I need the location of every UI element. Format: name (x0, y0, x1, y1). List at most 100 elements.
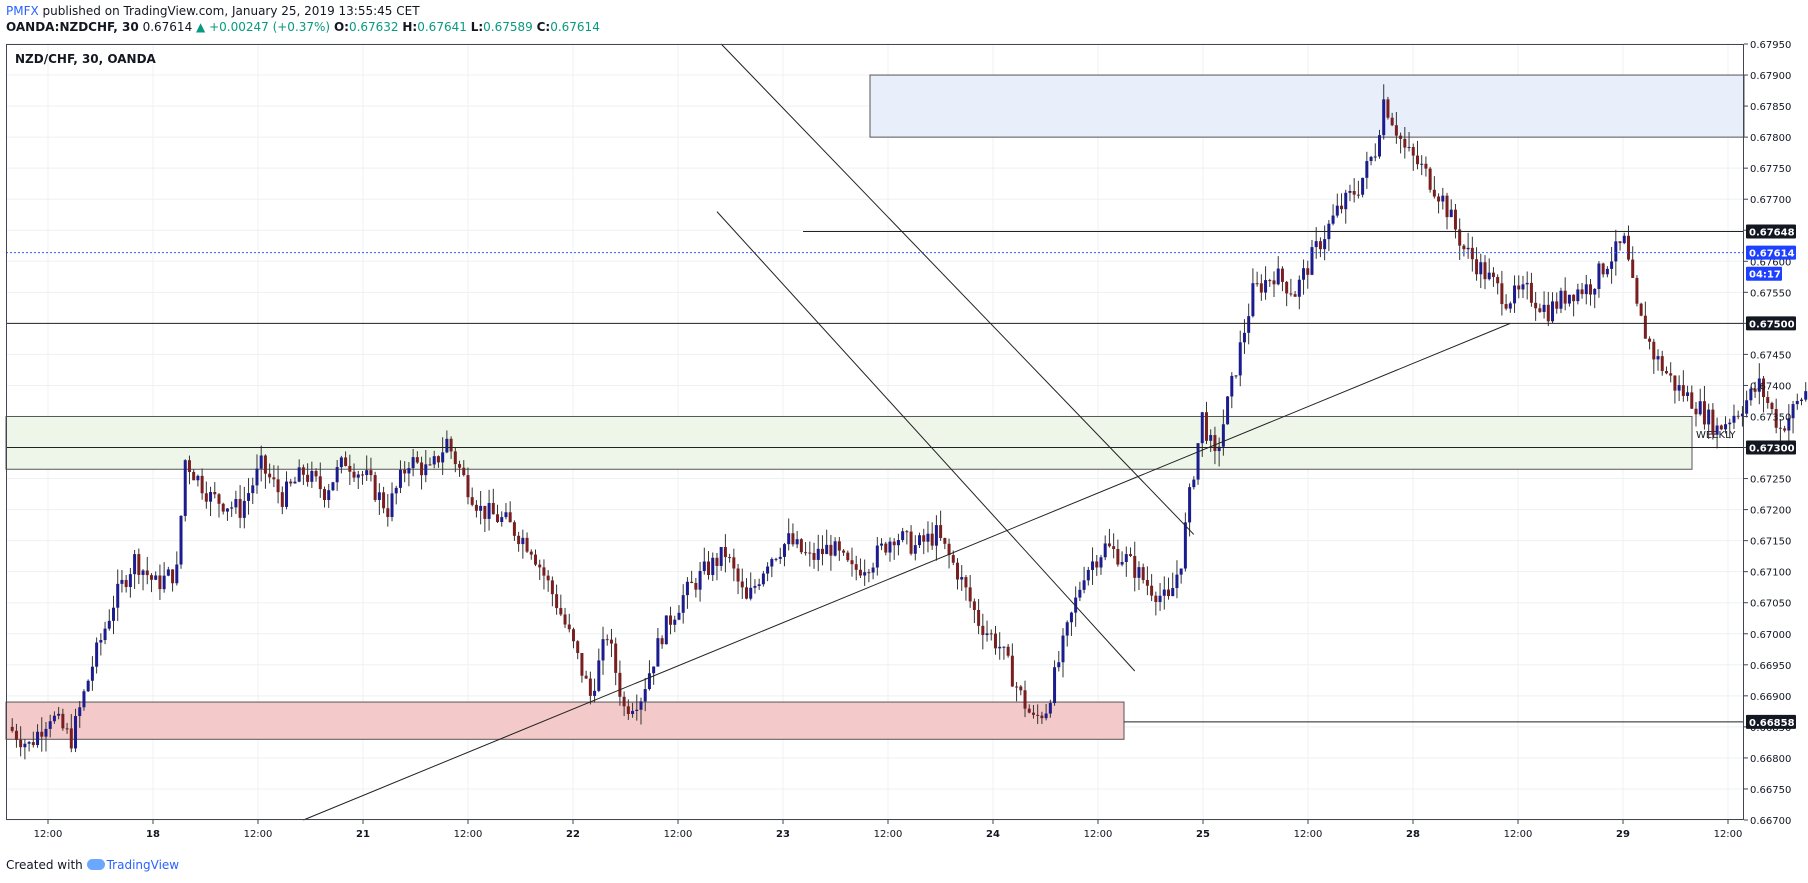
close-label: C: (536, 20, 551, 34)
author-name[interactable]: PMFX (6, 4, 39, 18)
candle-body (1757, 378, 1761, 392)
candle (1306, 260, 1310, 289)
candle-body (1082, 580, 1086, 590)
candle-body (1584, 284, 1588, 295)
published-text: published on TradingView.com, January 25… (42, 4, 420, 18)
candle-body (1774, 409, 1778, 428)
x-tick-label: 12:00 (874, 829, 903, 840)
candle-body (263, 455, 267, 474)
candle-body (453, 451, 457, 465)
candle-body (804, 552, 808, 554)
candle (1517, 275, 1521, 299)
candle (799, 538, 803, 555)
candle (420, 456, 424, 490)
candle (1226, 395, 1230, 425)
candle-body (428, 464, 432, 466)
candle (1204, 401, 1208, 445)
candle-body (736, 568, 740, 582)
candle (1800, 397, 1803, 406)
candle-body (846, 552, 850, 561)
candle-body (597, 660, 601, 691)
candle-body (462, 467, 466, 476)
candle (812, 542, 816, 569)
candle-body (293, 481, 297, 484)
candle (1082, 566, 1086, 594)
candle (985, 620, 989, 642)
candle-body (1441, 195, 1445, 202)
candle-body (82, 691, 86, 708)
last-price: 0.67614 (142, 20, 193, 34)
candle (884, 541, 888, 556)
y-tick-label: 0.67800 (1750, 133, 1791, 144)
candle-body (559, 608, 563, 615)
candle-body (1390, 117, 1394, 126)
candle-body (1559, 290, 1563, 309)
candle-body (1610, 261, 1614, 269)
candle (120, 570, 124, 593)
trendlines (303, 43, 1511, 821)
candle (854, 555, 858, 581)
candle-body (234, 499, 238, 508)
publish-info: PMFX published on TradingView.com, Janua… (6, 4, 420, 18)
candle (1475, 247, 1479, 281)
candle-body (285, 481, 289, 507)
candle (27, 740, 31, 752)
footer: Created with TradingView (6, 858, 179, 872)
candle-body (1677, 385, 1681, 391)
candle-body (154, 575, 158, 580)
candle-body (107, 620, 111, 629)
candle (31, 731, 35, 748)
candle (1095, 554, 1099, 576)
candle-body (1162, 589, 1166, 596)
candle (339, 455, 343, 474)
candle (1525, 271, 1529, 300)
candle (1352, 178, 1356, 203)
candle-body (1378, 135, 1381, 157)
candle-body (601, 639, 605, 661)
candle (1053, 660, 1057, 706)
candle (1677, 375, 1681, 402)
candle (571, 627, 575, 649)
chart-pane[interactable] (6, 44, 1744, 820)
candle (614, 637, 618, 686)
candle (356, 470, 360, 489)
candle-body (331, 482, 335, 491)
candle (10, 718, 14, 733)
candle (1504, 294, 1508, 311)
candle (238, 485, 242, 529)
x-tick-label: 18 (146, 829, 160, 840)
candle (601, 626, 605, 675)
candle (871, 562, 875, 580)
candle (1302, 259, 1306, 295)
candle-body (1762, 378, 1766, 398)
candle (1437, 193, 1441, 214)
candle (175, 551, 179, 586)
candle-body (496, 514, 500, 523)
candle-body (1297, 279, 1301, 297)
candle (1002, 646, 1006, 660)
candle (1715, 417, 1719, 449)
candle-body (1015, 686, 1019, 688)
candle (922, 528, 926, 555)
candle-body (1491, 272, 1495, 278)
candle-body (1318, 241, 1322, 250)
candle (905, 529, 909, 545)
candle (1390, 112, 1394, 127)
candle-body (1420, 163, 1424, 165)
candle (1584, 274, 1588, 305)
candle-body (171, 569, 175, 584)
candle (681, 584, 685, 624)
x-tick-label: 12:00 (1714, 829, 1743, 840)
y-tick-label: 0.67900 (1750, 71, 1791, 82)
x-tick-label: 12:00 (1504, 829, 1533, 840)
candle-body (1618, 241, 1622, 244)
tradingview-logo[interactable]: TradingView (86, 858, 179, 872)
candle-body (377, 492, 381, 500)
candle-body (297, 467, 301, 482)
candle (323, 486, 326, 508)
candle-body (187, 460, 191, 473)
candle (749, 572, 753, 601)
candle-body (1669, 373, 1673, 376)
candle-body (1141, 567, 1145, 581)
